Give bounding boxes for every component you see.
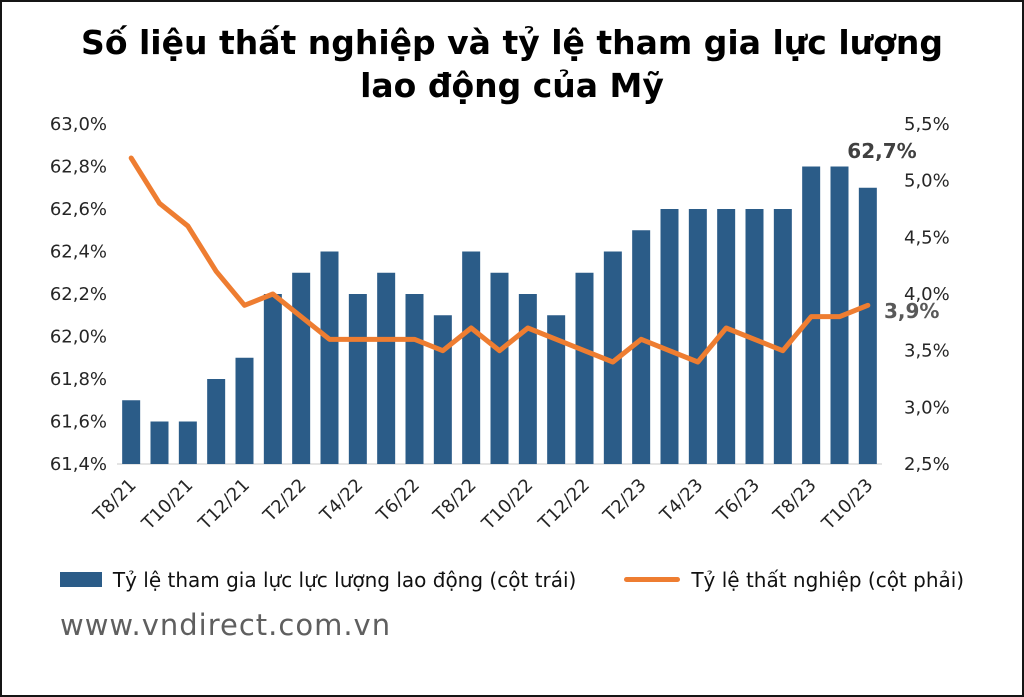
legend-item-unemployment: Tỷ lệ thất nghiệp (cột phải) — [624, 568, 964, 592]
svg-text:4,0%: 4,0% — [904, 284, 950, 305]
svg-text:T6/23: T6/23 — [712, 474, 764, 526]
svg-text:61,6%: 61,6% — [50, 411, 107, 432]
svg-text:5,5%: 5,5% — [904, 114, 950, 135]
legend-label-participation: Tỷ lệ tham gia lực lực lượng lao động (c… — [112, 567, 577, 592]
svg-text:3,9%: 3,9% — [884, 299, 939, 323]
legend: Tỷ lệ tham gia lực lực lượng lao động (c… — [2, 568, 1022, 592]
svg-text:T2/22: T2/22 — [259, 474, 311, 526]
svg-text:62,0%: 62,0% — [50, 326, 107, 347]
svg-text:T10/21: T10/21 — [137, 474, 197, 534]
chart-title: Số liệu thất nghiệp và tỷ lệ tham gia lự… — [81, 23, 943, 105]
svg-text:T6/22: T6/22 — [372, 474, 424, 526]
svg-text:63,0%: 63,0% — [50, 114, 107, 135]
svg-text:62,4%: 62,4% — [50, 241, 107, 262]
svg-text:T4/23: T4/23 — [655, 474, 707, 526]
svg-text:62,8%: 62,8% — [50, 156, 107, 177]
svg-text:62,7%: 62,7% — [847, 139, 916, 163]
data-labels: 62,7% 3,9% — [847, 139, 939, 323]
unemployment-line — [128, 155, 871, 365]
svg-text:T8/23: T8/23 — [769, 474, 821, 526]
svg-text:T2/23: T2/23 — [599, 474, 651, 526]
svg-text:5,0%: 5,0% — [904, 170, 950, 191]
legend-item-participation: Tỷ lệ tham gia lực lực lượng lao động (c… — [59, 567, 577, 592]
svg-text:62,6%: 62,6% — [50, 199, 107, 220]
svg-text:2,5%: 2,5% — [904, 454, 950, 475]
left-axis-labels: 63,0% 62,8% 62,6% 62,4% 62,2% 62,0% 61,8% 61,6%… — [50, 114, 107, 475]
svg-text:T8/21: T8/21 — [89, 474, 141, 526]
svg-text:T10/22: T10/22 — [477, 474, 537, 534]
svg-text:T4/22: T4/22 — [315, 474, 367, 526]
line-swatch-icon — [624, 577, 681, 583]
bar-swatch-icon — [59, 572, 102, 588]
combo-chart: 63,0% 62,8% 62,6% 62,4% 62,2% 62,0% 61,8% 61,6%… — [50, 114, 950, 535]
svg-text:T10/23: T10/23 — [817, 474, 877, 534]
svg-text:3,5%: 3,5% — [904, 340, 950, 361]
svg-text:3,0%: 3,0% — [904, 397, 950, 418]
svg-text:T8/22: T8/22 — [429, 474, 481, 526]
website-url: www.vndirect.com.vn — [60, 607, 392, 642]
participation-bars — [122, 166, 877, 464]
svg-text:62,2%: 62,2% — [50, 284, 107, 305]
right-axis-labels: 5,5% 5,0% 4,5% 4,0% 3,5% 3,0% 2,5% — [904, 114, 950, 475]
svg-text:61,8%: 61,8% — [50, 369, 107, 390]
svg-text:T12/21: T12/21 — [194, 474, 254, 534]
svg-text:4,5%: 4,5% — [904, 227, 950, 248]
svg-text:T12/22: T12/22 — [534, 474, 594, 534]
svg-text:61,4%: 61,4% — [50, 454, 107, 475]
chart-area: 63,0% 62,8% 62,6% 62,4% 62,2% 62,0% 61,8% 61,6%… — [2, 114, 1022, 560]
legend-label-unemployment: Tỷ lệ thất nghiệp (cột phải) — [691, 567, 965, 592]
